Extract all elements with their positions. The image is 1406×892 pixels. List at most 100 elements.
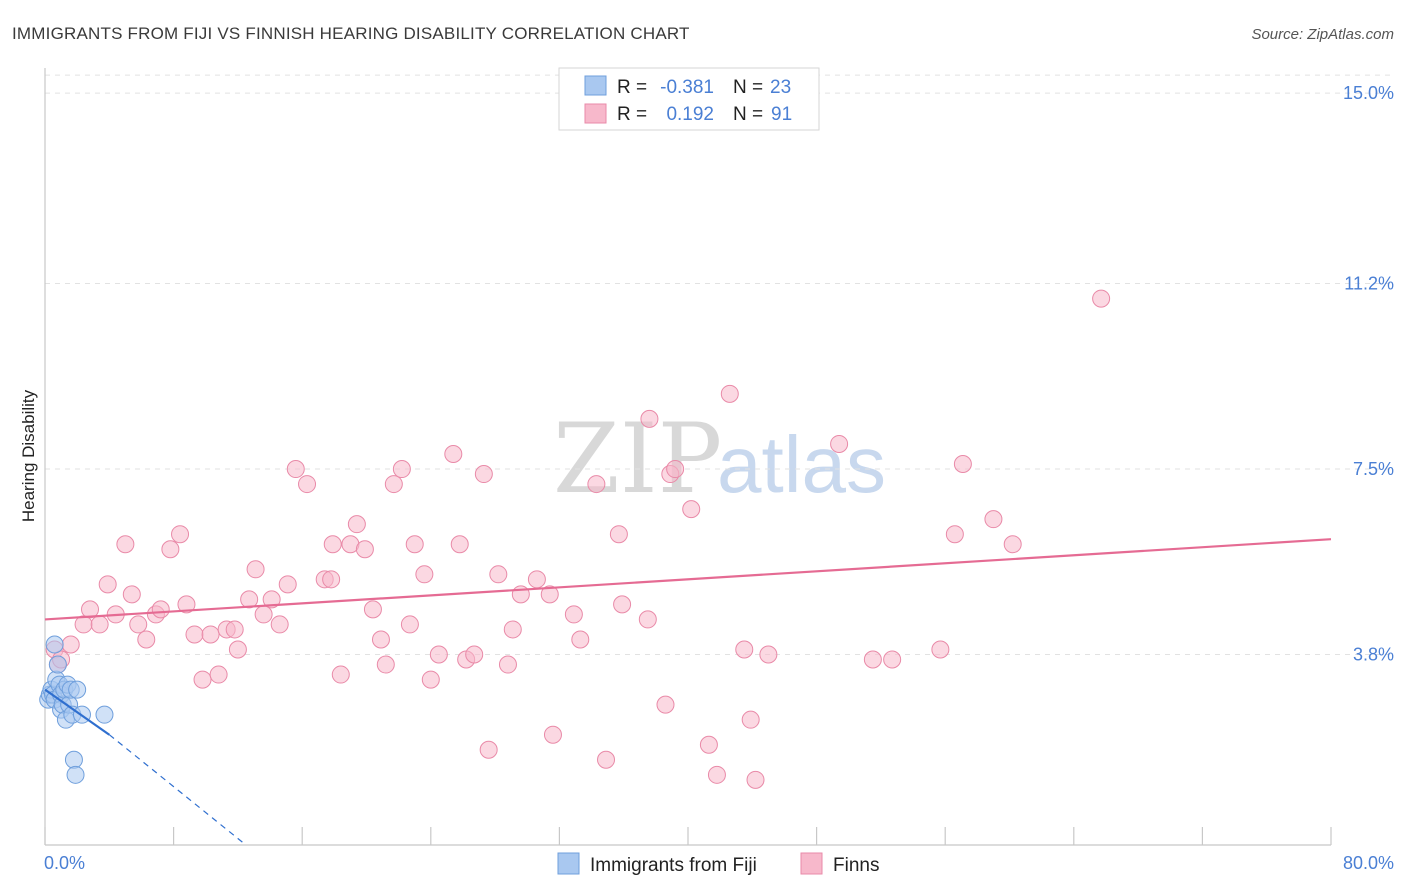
point-finns-68: [613, 595, 632, 614]
stats-n-label-fiji: N =: [733, 77, 763, 98]
point-finns-85: [931, 640, 950, 659]
point-finns-40: [363, 600, 382, 619]
trend-line-finns: [44, 538, 1332, 621]
watermark: ZIP atlas: [553, 403, 886, 515]
stats-r-value-finns: 0.192: [666, 104, 714, 125]
trend-line-fiji-extension: [108, 734, 247, 846]
point-finns-6: [90, 615, 109, 634]
point-finns-58: [503, 620, 522, 639]
point-finns-61: [540, 585, 559, 604]
point-finns-77: [720, 384, 739, 403]
watermark-zip: ZIP: [553, 403, 722, 515]
legend-swatch-fiji: [557, 852, 580, 875]
legend-label-finns: Finns: [833, 855, 879, 876]
stats-r-label-finns: R =: [617, 104, 647, 125]
point-fiji-22: [45, 635, 64, 654]
point-fiji-17: [64, 750, 83, 769]
point-finns-51: [450, 535, 469, 554]
point-finns-16: [171, 525, 190, 544]
point-finns-30: [278, 575, 297, 594]
point-finns-19: [193, 670, 212, 689]
point-finns-62: [543, 725, 562, 744]
point-finns-82: [830, 434, 849, 453]
x-tick-label-max: 80.0%: [1343, 853, 1394, 873]
point-finns-44: [392, 460, 411, 479]
point-finns-46: [405, 535, 424, 554]
point-fiji-19: [68, 680, 87, 699]
point-finns-87: [953, 455, 972, 474]
point-finns-65: [587, 475, 606, 494]
point-finns-3: [61, 635, 80, 654]
x-tick-label-min: 0.0%: [44, 853, 85, 873]
stats-n-label-finns: N =: [733, 104, 763, 125]
legend-swatch-finns: [800, 852, 823, 875]
point-finns-10: [122, 585, 141, 604]
point-finns-50: [444, 444, 463, 463]
point-finns-69: [640, 409, 659, 428]
point-fiji-6: [48, 655, 67, 674]
point-finns-75: [699, 735, 718, 754]
point-finns-88: [984, 510, 1003, 529]
scatter-points: [39, 289, 1111, 789]
point-finns-78: [735, 640, 754, 659]
point-finns-25: [240, 590, 259, 609]
trend-lines: [44, 538, 1332, 846]
point-finns-23: [225, 620, 244, 639]
point-finns-57: [498, 655, 517, 674]
point-fiji-21: [95, 705, 114, 724]
point-finns-17: [177, 595, 196, 614]
stats-r-value-fiji: -0.381: [660, 77, 714, 98]
point-finns-83: [863, 650, 882, 669]
point-finns-41: [371, 630, 390, 649]
point-finns-76: [707, 765, 726, 784]
point-finns-24: [228, 640, 247, 659]
point-finns-48: [421, 670, 440, 689]
y-tick-label-1: 7.5%: [1353, 459, 1394, 479]
bottom-legend: Immigrants from Fiji Finns: [557, 852, 879, 876]
y-axis-label: Hearing Disability: [19, 389, 38, 522]
point-finns-28: [262, 590, 281, 609]
point-finns-74: [682, 500, 701, 519]
point-finns-89: [1003, 535, 1022, 554]
point-finns-35: [323, 535, 342, 554]
point-finns-90: [1092, 289, 1111, 308]
y-tick-label-2: 11.2%: [1344, 274, 1394, 294]
point-fiji-18: [66, 765, 85, 784]
point-finns-38: [347, 515, 366, 534]
point-finns-20: [201, 625, 220, 644]
point-finns-49: [429, 645, 448, 664]
point-finns-80: [746, 770, 765, 789]
trend-line-fiji: [44, 688, 110, 736]
point-finns-66: [597, 750, 616, 769]
point-finns-5: [81, 600, 100, 619]
watermark-atlas: atlas: [717, 420, 886, 509]
point-finns-70: [638, 610, 657, 629]
stats-legend: R = -0.381 N = 23 R = 0.192 N = 91: [558, 67, 820, 131]
stats-n-value-fiji: 23: [770, 77, 791, 98]
point-finns-14: [151, 600, 170, 619]
chart-source: Source: ZipAtlas.com: [1251, 26, 1394, 43]
y-tick-label-0: 3.8%: [1353, 645, 1394, 665]
point-finns-73: [666, 460, 685, 479]
point-finns-21: [209, 665, 228, 684]
point-finns-81: [759, 645, 778, 664]
point-finns-54: [474, 465, 493, 484]
point-finns-27: [254, 605, 273, 624]
point-finns-9: [116, 535, 135, 554]
point-finns-12: [137, 630, 156, 649]
point-finns-47: [415, 565, 434, 584]
chart-title: IMMIGRANTS FROM FIJI VS FINNISH HEARING …: [12, 24, 690, 43]
point-finns-56: [489, 565, 508, 584]
point-finns-39: [355, 540, 374, 559]
point-finns-34: [322, 570, 341, 589]
point-finns-63: [564, 605, 583, 624]
x-tick-marks: [44, 827, 1332, 845]
point-finns-7: [98, 575, 117, 594]
point-finns-11: [129, 615, 148, 634]
point-finns-29: [270, 615, 289, 634]
point-finns-45: [400, 615, 419, 634]
y-tick-label-3: 15.0%: [1343, 83, 1394, 103]
point-finns-71: [656, 695, 675, 714]
point-finns-32: [298, 475, 317, 494]
